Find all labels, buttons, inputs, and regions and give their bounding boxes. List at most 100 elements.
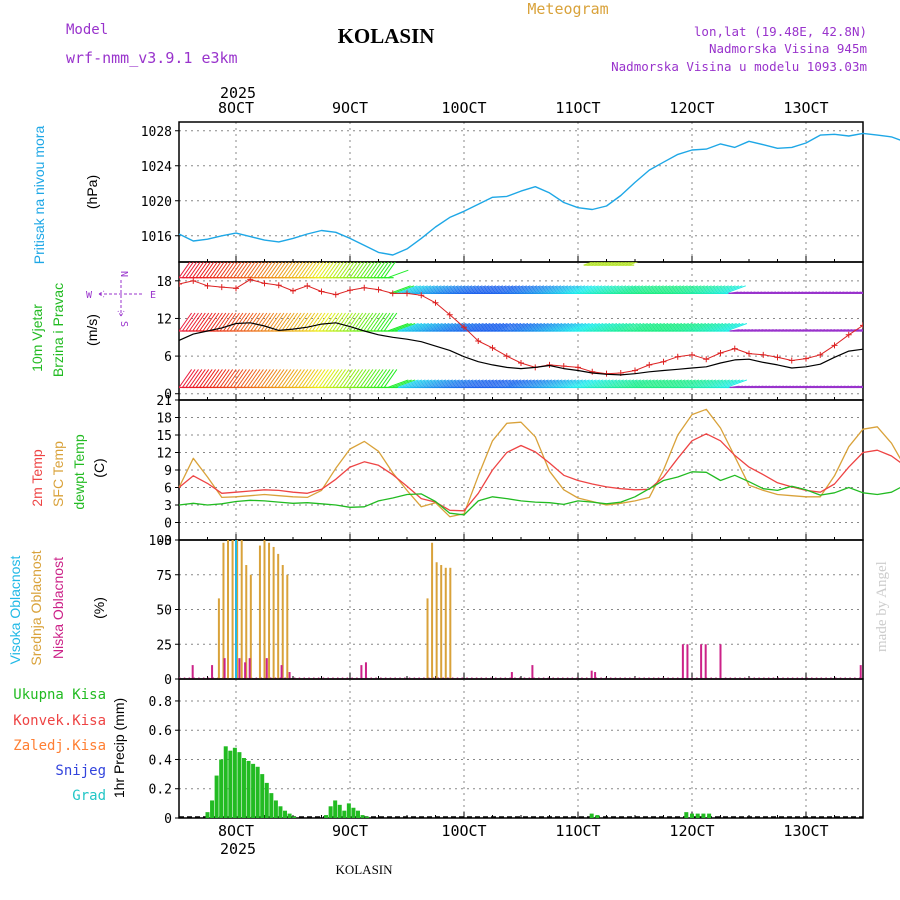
wind-barb xyxy=(407,379,429,388)
wind-gust-marker xyxy=(774,354,781,361)
wind-barb xyxy=(322,369,336,388)
wind-barb xyxy=(614,262,625,266)
legend-ukupna-kisa: Ukupna Kisa xyxy=(13,687,106,703)
wind-barb xyxy=(594,285,616,294)
wind-barb xyxy=(274,312,288,332)
cloud-bar xyxy=(223,658,226,679)
wind-barb xyxy=(862,386,863,388)
wind-barb xyxy=(257,262,270,278)
cloud-bar xyxy=(217,598,220,679)
wind-barb xyxy=(724,285,746,294)
wind-barb xyxy=(524,379,546,388)
wind-barb xyxy=(205,262,218,278)
wind-barb xyxy=(435,379,457,388)
wind-barb xyxy=(281,262,294,278)
precip-bar xyxy=(351,807,356,818)
cloud-bar xyxy=(277,553,280,679)
wind-barb xyxy=(277,312,292,332)
wind-barb xyxy=(564,285,586,294)
wind-barb xyxy=(353,369,367,388)
wind-ylabel-unit: (m/s) xyxy=(84,314,100,346)
wind-barb xyxy=(253,312,268,332)
wind-barb xyxy=(590,262,601,266)
cloud-bar xyxy=(440,565,443,679)
y-tick-label: 0 xyxy=(164,517,172,532)
precip-bar xyxy=(255,766,260,818)
wind-barb xyxy=(366,369,381,388)
wind-barb xyxy=(616,323,638,332)
wind-barb xyxy=(722,323,744,332)
wind-barb xyxy=(356,312,370,332)
cloud-bar xyxy=(222,542,225,679)
cloud-bar xyxy=(435,562,438,679)
legend-grad: Grad xyxy=(72,788,106,804)
y-tick-label: -3 xyxy=(156,534,172,549)
wind-barb xyxy=(376,312,391,332)
wind-barb xyxy=(199,262,212,278)
wind-barb xyxy=(610,262,622,266)
wind-barb xyxy=(260,262,273,278)
wind-barb xyxy=(274,369,288,388)
wind-gust-marker xyxy=(204,282,211,289)
precip-bar xyxy=(292,816,297,818)
wind-barb xyxy=(653,285,675,294)
wind-barb xyxy=(613,323,635,332)
wind-barb xyxy=(359,262,372,278)
precip-bar xyxy=(701,813,706,818)
wind-gust-marker xyxy=(233,285,239,292)
wind-barb xyxy=(442,379,464,388)
wind-barb xyxy=(635,285,657,294)
wind-barb xyxy=(420,285,442,294)
cloud-bar xyxy=(240,540,243,679)
wind-barb xyxy=(620,379,642,388)
wind-barb xyxy=(236,262,249,278)
y-tick-label: 12 xyxy=(156,447,172,462)
wind-barb xyxy=(373,369,387,388)
wind-barb xyxy=(414,323,436,332)
wind-barb xyxy=(572,379,594,388)
wind-barb xyxy=(534,379,556,388)
wind-barb xyxy=(712,379,734,388)
cloud-bar xyxy=(510,672,513,679)
wind-barb xyxy=(182,262,195,278)
wind-barb xyxy=(534,323,556,332)
wind-barb xyxy=(702,323,724,332)
wind-barb xyxy=(240,312,254,332)
precip-bar xyxy=(273,800,278,818)
wind-barb xyxy=(503,379,525,388)
wind-barb xyxy=(726,379,748,388)
wind-barb xyxy=(383,262,396,278)
wind-barb xyxy=(561,379,583,388)
cloud-bar xyxy=(268,542,271,679)
wind-barb xyxy=(401,379,423,388)
wind-barb xyxy=(596,323,618,332)
wind-barb xyxy=(568,323,590,332)
precip-bar xyxy=(695,813,700,818)
top-x-tick-label: 10OCT xyxy=(441,99,486,117)
wind-barb xyxy=(708,323,730,332)
precip-bar xyxy=(246,760,251,818)
wind-gust-marker xyxy=(546,361,553,368)
wind-barb xyxy=(421,323,443,332)
wind-barb xyxy=(461,285,483,294)
wind-barb xyxy=(615,285,637,294)
wind-barb xyxy=(236,312,251,332)
wind-barb xyxy=(188,369,203,388)
cloud-bar xyxy=(594,672,597,679)
cloud-bar xyxy=(700,644,703,679)
precip-bar xyxy=(684,812,689,818)
precip-bar xyxy=(223,746,228,818)
wind-barb xyxy=(240,262,253,278)
wind-barb xyxy=(438,323,460,332)
y-tick-label: 100 xyxy=(149,534,172,549)
wind-barb xyxy=(264,312,278,332)
wind-barb xyxy=(495,285,517,294)
wind-barb xyxy=(654,323,676,332)
wind-barb xyxy=(646,285,668,294)
wind-barb xyxy=(441,285,463,294)
wind-barb xyxy=(586,262,598,266)
wind-barb xyxy=(524,323,546,332)
precip-bar xyxy=(589,813,594,818)
top-x-tick-label: 13OCT xyxy=(783,99,828,117)
cloud-bar xyxy=(686,644,689,679)
